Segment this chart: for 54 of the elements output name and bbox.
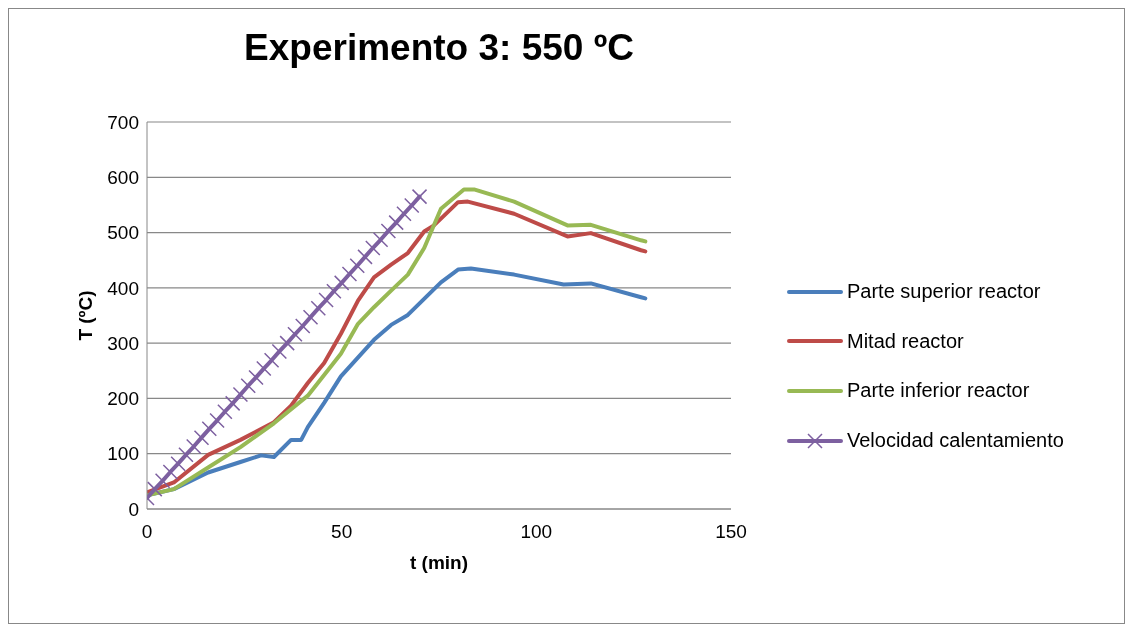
point (349, 257, 365, 274)
point (154, 473, 171, 489)
x-tick-label: 150 (715, 521, 747, 543)
y-tick-label: 300 (107, 332, 139, 354)
y-tick-label: 700 (107, 111, 139, 133)
point (263, 352, 280, 369)
point (318, 292, 334, 308)
point (201, 421, 218, 437)
point (162, 464, 179, 480)
point (147, 481, 163, 497)
y-tick-label: 500 (107, 222, 139, 244)
legend-label: Velocidad calentamiento (847, 429, 1064, 453)
point (185, 438, 202, 455)
legend-label: Mitad reactor (847, 329, 964, 353)
y-axis-title: T (ºC) (74, 290, 96, 341)
point (365, 240, 381, 256)
point (170, 455, 186, 472)
point (341, 266, 358, 282)
point (411, 188, 428, 205)
point (256, 360, 272, 377)
point (287, 326, 303, 343)
y-tick-label: 400 (107, 277, 139, 299)
point (388, 214, 404, 231)
point (224, 395, 241, 412)
point (240, 377, 256, 394)
point (294, 318, 311, 334)
legend-label: Parte inferior reactor (847, 379, 1030, 403)
x-tick-label: 50 (331, 521, 353, 543)
point (232, 386, 249, 403)
point (178, 447, 194, 463)
y-tick-label: 600 (107, 167, 139, 189)
x-axis-title: t (min) (409, 552, 469, 573)
point (279, 335, 295, 351)
chart-title: Experimento 3: 550 ºC (243, 27, 635, 69)
point (380, 223, 397, 239)
y-tick-label: 0 (128, 498, 139, 520)
x-tick-label: 0 (141, 521, 153, 543)
point (396, 206, 412, 222)
point (333, 275, 350, 291)
point (209, 412, 225, 429)
y-tick-label: 200 (107, 388, 139, 410)
legend-label: Parte superior reactor (847, 280, 1041, 304)
point (248, 369, 264, 386)
point (217, 403, 233, 420)
point (372, 232, 389, 248)
y-tick-label: 100 (107, 443, 139, 465)
point (404, 197, 420, 214)
x-tick-label: 100 (520, 521, 553, 543)
point (357, 249, 373, 265)
point (326, 283, 342, 299)
point (310, 300, 327, 317)
point (302, 309, 319, 325)
point (271, 343, 288, 360)
point (193, 429, 210, 446)
